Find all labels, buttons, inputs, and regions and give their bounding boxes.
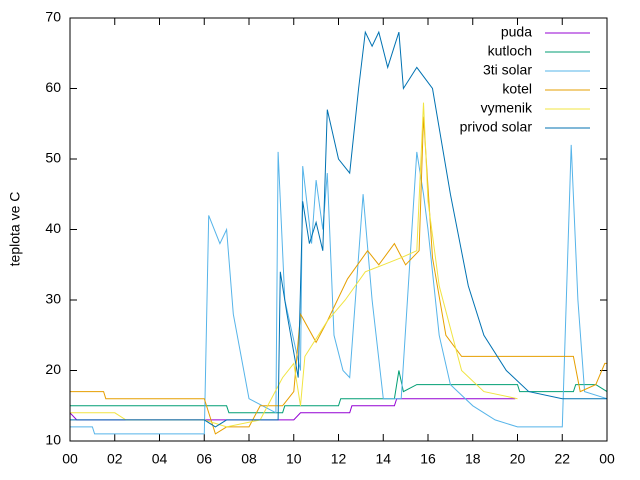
- legend-label: privod solar: [460, 119, 533, 135]
- series-line: [70, 116, 607, 435]
- y-tick-label: 20: [45, 361, 61, 377]
- legend-label: puda: [501, 24, 532, 40]
- legend-label: kotel: [502, 81, 532, 97]
- x-tick-label: 16: [420, 451, 436, 467]
- y-tick-label: 70: [45, 9, 61, 25]
- x-tick-label: 10: [286, 451, 302, 467]
- series-line: [70, 370, 608, 414]
- legend-label: vymenik: [481, 100, 533, 116]
- x-tick-label: 00: [62, 451, 78, 467]
- series-line: [70, 102, 518, 428]
- x-tick-label: 12: [331, 451, 347, 467]
- legend-label: kutloch: [488, 43, 532, 59]
- y-tick-label: 10: [45, 432, 61, 448]
- series-line: [70, 144, 608, 435]
- x-tick-label: 02: [107, 451, 123, 467]
- x-tick-label: 18: [465, 451, 481, 467]
- x-tick-label: 04: [152, 451, 168, 467]
- x-tick-label: 22: [554, 451, 570, 467]
- legend-label: 3ti solar: [483, 62, 532, 78]
- y-axis-label: teplota ve C: [7, 192, 23, 267]
- x-tick-label: 06: [196, 451, 212, 467]
- plot-border: [69, 17, 608, 442]
- x-tick-label: 08: [241, 451, 257, 467]
- y-tick-label: 60: [45, 79, 61, 95]
- series-line: [69, 398, 516, 421]
- y-tick-label: 50: [45, 150, 61, 166]
- y-tick-label: 40: [45, 220, 61, 236]
- series-line: [70, 30, 607, 428]
- x-tick-label: 00: [599, 451, 615, 467]
- y-tick-label: 30: [45, 291, 61, 307]
- x-tick-label: 14: [375, 451, 391, 467]
- x-tick-label: 20: [510, 451, 526, 467]
